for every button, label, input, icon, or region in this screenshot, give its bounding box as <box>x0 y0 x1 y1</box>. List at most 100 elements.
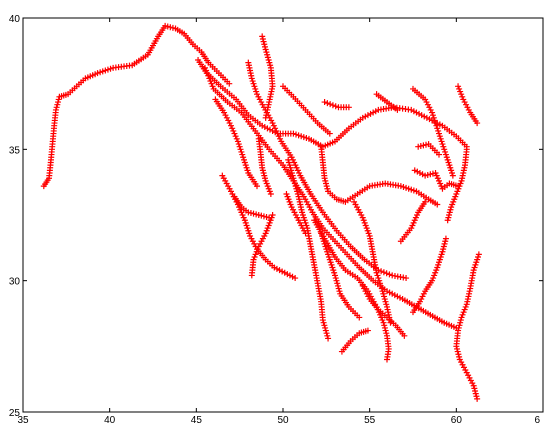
data-point <box>434 264 441 271</box>
data-point <box>270 122 277 129</box>
data-point <box>251 254 258 261</box>
data-point <box>429 112 436 119</box>
data-point <box>408 225 415 232</box>
data-point <box>323 246 330 253</box>
data-point <box>378 285 385 292</box>
data-point <box>459 311 466 318</box>
data-point <box>329 264 336 271</box>
data-point <box>472 261 479 268</box>
data-point <box>437 180 444 187</box>
data-point <box>414 168 421 175</box>
data-point <box>102 67 109 74</box>
data-point <box>433 267 440 274</box>
data-point <box>448 204 455 211</box>
data-point <box>169 24 176 31</box>
data-point <box>460 96 467 103</box>
data-point <box>258 238 265 245</box>
data-point <box>244 167 251 174</box>
data-point <box>258 212 265 219</box>
data-point <box>260 38 267 45</box>
data-point <box>384 356 390 363</box>
data-point <box>460 364 467 371</box>
data-point <box>438 138 445 145</box>
data-point <box>360 217 367 224</box>
x-axis: 35 40 45 50 55 60 6 <box>17 18 544 426</box>
data-point <box>461 306 468 313</box>
data-point <box>463 101 470 108</box>
data-point <box>429 170 436 177</box>
data-point <box>386 271 393 278</box>
data-point <box>279 268 286 275</box>
data-point <box>323 330 330 337</box>
data-point <box>331 269 338 276</box>
data-point <box>474 395 481 402</box>
data-point <box>203 67 210 74</box>
data-point <box>381 296 388 303</box>
x-tick-label: 45 <box>191 415 203 426</box>
data-point <box>361 219 368 226</box>
data-point <box>336 288 343 295</box>
data-point <box>370 109 377 116</box>
data-point <box>414 212 421 218</box>
data-point <box>94 70 101 77</box>
data-point <box>292 275 299 282</box>
data-point <box>456 353 463 360</box>
data-point <box>107 65 114 72</box>
data-point <box>475 254 481 261</box>
data-point <box>287 201 294 208</box>
data-point <box>412 214 419 221</box>
data-point <box>104 66 111 73</box>
data-point <box>471 385 478 392</box>
data-point <box>252 85 259 92</box>
data-point <box>318 230 325 237</box>
x-tick-label: 55 <box>364 415 376 426</box>
data-point <box>467 377 474 384</box>
data-point <box>223 114 230 121</box>
data-point <box>418 296 425 303</box>
data-point <box>302 219 309 226</box>
data-point <box>325 251 332 258</box>
data-point <box>293 185 300 192</box>
data-point <box>426 104 433 111</box>
data-point <box>259 36 266 43</box>
data-point <box>375 275 382 282</box>
data-point <box>288 169 295 176</box>
data-point <box>471 264 478 271</box>
data-point <box>458 177 465 184</box>
data-point <box>335 285 342 292</box>
data-point <box>299 212 306 218</box>
data-point <box>334 280 341 287</box>
data-point <box>454 348 461 355</box>
data-point <box>294 190 301 197</box>
data-point <box>381 293 388 300</box>
data-point <box>448 167 455 174</box>
data-point <box>450 198 457 205</box>
data-point <box>232 133 239 140</box>
data-point <box>420 290 427 297</box>
data-point <box>299 225 306 232</box>
data-point <box>460 309 467 316</box>
data-point <box>362 222 369 229</box>
data-point <box>241 159 248 166</box>
data-point <box>433 172 440 179</box>
data-point <box>241 217 248 224</box>
data-point <box>453 190 460 197</box>
data-point <box>379 288 386 295</box>
data-point <box>433 122 440 129</box>
data-point <box>202 64 208 71</box>
data-point <box>264 51 271 58</box>
data-point <box>293 164 300 171</box>
data-point <box>55 96 62 103</box>
data-point <box>409 222 416 229</box>
data-point <box>253 248 260 255</box>
data-point <box>320 238 327 245</box>
data-point <box>229 125 236 132</box>
data-point <box>261 41 268 48</box>
data-point <box>238 209 245 216</box>
data-point <box>301 227 308 234</box>
data-point <box>254 183 260 190</box>
data-point <box>455 183 462 190</box>
data-point <box>364 227 371 234</box>
x-tick-label: 6 <box>534 415 540 426</box>
data-point <box>436 130 442 137</box>
